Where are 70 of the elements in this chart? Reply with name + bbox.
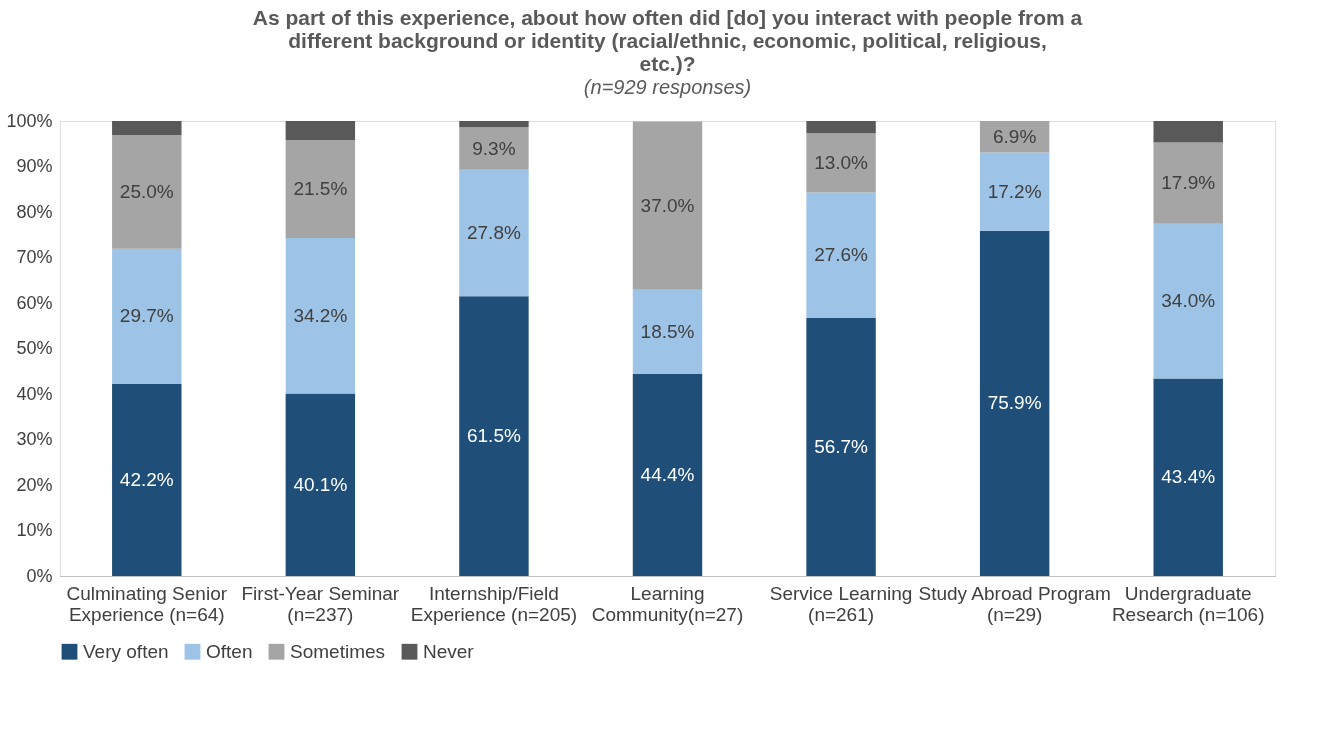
chart-title: As part of this experience, about how often did [do] you interact with people from a different background or identity (racial/ethnic, economic, political, religious, etc.)? bbox=[252, 6, 1083, 75]
y-tick-label: 80% bbox=[16, 201, 53, 222]
data-label: 29.7% bbox=[119, 305, 174, 327]
bar bbox=[632, 121, 703, 290]
bar bbox=[1153, 142, 1223, 224]
bar bbox=[459, 169, 529, 297]
x-tick-label: Service Learning (n=261) bbox=[769, 582, 913, 625]
bar bbox=[285, 237, 356, 394]
legend-label: Never bbox=[423, 640, 475, 662]
data-label: 34.2% bbox=[293, 304, 348, 326]
bar bbox=[285, 140, 356, 238]
y-tick-label: 20% bbox=[16, 474, 53, 495]
bar bbox=[112, 383, 182, 576]
data-label: 75.9% bbox=[987, 392, 1042, 414]
y-tick-label: 100% bbox=[6, 110, 53, 131]
bar bbox=[632, 289, 703, 374]
x-tick-label: Internship/Field Experience (n=205) bbox=[410, 582, 578, 625]
data-label: 17.2% bbox=[987, 180, 1042, 202]
legend-label: Often bbox=[206, 640, 253, 662]
bar bbox=[459, 121, 529, 128]
bar bbox=[112, 121, 182, 136]
bar bbox=[979, 230, 1050, 576]
data-label: 34.0% bbox=[1161, 290, 1216, 312]
bar bbox=[1153, 121, 1223, 143]
bar bbox=[806, 318, 876, 576]
bar bbox=[112, 135, 182, 249]
data-label: 25.0% bbox=[119, 180, 174, 202]
x-tick-label: Learning Community(n=27) bbox=[591, 582, 744, 625]
bar bbox=[112, 248, 182, 384]
data-label: 37.0% bbox=[640, 194, 695, 216]
x-tick-label: First-Year Seminar (n=237) bbox=[241, 582, 400, 625]
legend-label: Sometimes bbox=[290, 640, 386, 662]
bar bbox=[459, 296, 529, 576]
data-label: 44.4% bbox=[640, 463, 695, 485]
y-tick-label: 70% bbox=[16, 247, 53, 267]
data-label: 56.7% bbox=[814, 436, 869, 458]
data-label: 9.3% bbox=[472, 137, 516, 159]
bar bbox=[459, 127, 529, 170]
legend-label: Very often bbox=[83, 640, 169, 662]
data-label: 42.2% bbox=[119, 468, 174, 490]
y-tick-label: 90% bbox=[16, 156, 53, 176]
data-label: 17.9% bbox=[1161, 172, 1216, 194]
y-tick-label: 10% bbox=[16, 520, 53, 540]
bar bbox=[1153, 378, 1223, 576]
data-label: 6.9% bbox=[992, 125, 1037, 147]
bar bbox=[979, 152, 1050, 231]
bar bbox=[632, 373, 703, 576]
x-tick-label: Culminating Senior Experience (n=64) bbox=[66, 582, 228, 625]
bar bbox=[806, 133, 876, 193]
data-label: 18.5% bbox=[640, 320, 695, 342]
data-label: 61.5% bbox=[466, 425, 521, 447]
bar bbox=[806, 121, 876, 134]
bar bbox=[1153, 223, 1223, 379]
data-label: 43.4% bbox=[1161, 466, 1216, 488]
bar bbox=[285, 121, 356, 141]
bar bbox=[806, 192, 876, 319]
data-label: 13.0% bbox=[814, 151, 869, 173]
y-tick-label: 50% bbox=[16, 338, 53, 358]
bar bbox=[285, 393, 356, 576]
data-label: 27.8% bbox=[466, 221, 521, 243]
data-label: 40.1% bbox=[293, 473, 348, 495]
y-tick-label: 0% bbox=[26, 565, 53, 586]
x-tick-label: Undergraduate Research (n=106) bbox=[1111, 582, 1265, 625]
y-tick-label: 40% bbox=[16, 383, 53, 404]
x-tick-label: Study Abroad Program (n=29) bbox=[918, 582, 1111, 625]
chart-subtitle: (n=929 responses) bbox=[583, 76, 752, 98]
y-tick-label: 60% bbox=[16, 292, 53, 313]
data-label: 27.6% bbox=[814, 244, 869, 266]
y-tick-label: 30% bbox=[16, 429, 53, 449]
data-label: 21.5% bbox=[293, 178, 348, 200]
